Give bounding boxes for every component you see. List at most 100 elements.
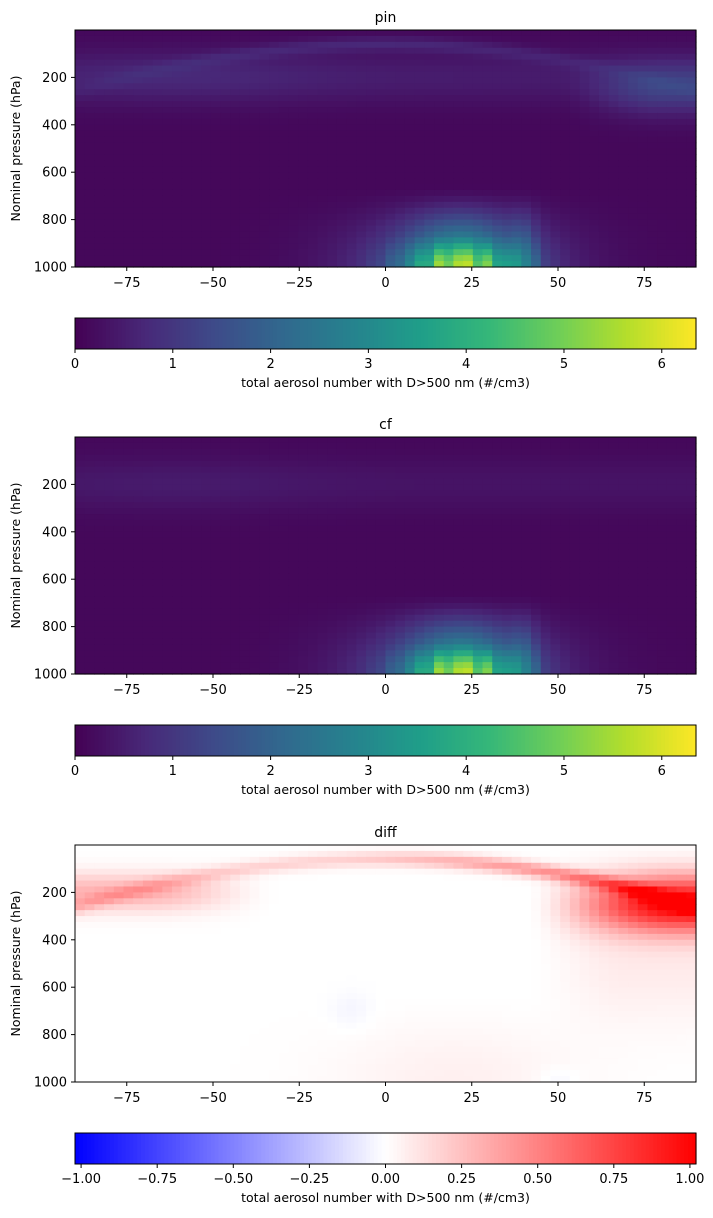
- heatmap-cell: [75, 225, 86, 233]
- colorbar-segment: [218, 318, 224, 349]
- heatmap-cell: [628, 142, 639, 150]
- heatmap-cell: [356, 255, 367, 262]
- colorbar-segment: [140, 318, 146, 349]
- heatmap-cell: [172, 243, 183, 250]
- heatmap-cell: [492, 201, 503, 209]
- heatmap-cell: [298, 124, 309, 132]
- heatmap-cell: [472, 632, 484, 640]
- heatmap-cell: [618, 502, 629, 509]
- heatmap-cell: [201, 502, 212, 509]
- heatmap-cell: [259, 71, 270, 78]
- heatmap-cell: [181, 602, 193, 610]
- heatmap-cell: [104, 502, 115, 509]
- heatmap-cell: [618, 525, 629, 533]
- heatmap-cell: [278, 184, 290, 191]
- heatmap-cell: [501, 561, 513, 568]
- heatmap-cell: [657, 41, 668, 49]
- heatmap-cell: [288, 472, 299, 480]
- heatmap-cell: [550, 172, 561, 179]
- heatmap-cell: [676, 543, 687, 551]
- heatmap-cell: [492, 519, 503, 527]
- heatmap-cell: [249, 71, 260, 78]
- heatmap-cell: [657, 614, 668, 622]
- heatmap-cell: [569, 255, 581, 262]
- heatmap-cell: [443, 561, 455, 568]
- heatmap-cell: [647, 53, 658, 61]
- heatmap-cell: [366, 41, 377, 49]
- heatmap-cell: [269, 519, 280, 527]
- heatmap-cell: [569, 573, 581, 580]
- heatmap-cell: [288, 502, 299, 509]
- heatmap-cell: [249, 514, 260, 521]
- heatmap-cell: [686, 496, 697, 503]
- heatmap-cell: [560, 638, 571, 645]
- heatmap-cell: [657, 59, 668, 67]
- heatmap-cell: [375, 638, 387, 645]
- heatmap-cell: [424, 478, 435, 485]
- heatmap-cell: [336, 225, 348, 233]
- heatmap-cell: [637, 602, 649, 610]
- heatmap-cell: [434, 59, 445, 67]
- heatmap-cell: [385, 207, 396, 215]
- heatmap-cell: [336, 448, 348, 456]
- heatmap-cell: [94, 614, 105, 622]
- heatmap-cell: [482, 35, 493, 43]
- heatmap-cell: [210, 543, 222, 551]
- heatmap-cell: [162, 454, 173, 462]
- heatmap-cell: [239, 59, 251, 67]
- heatmap-cell: [598, 53, 610, 61]
- heatmap-cell: [181, 213, 193, 221]
- heatmap-cell: [608, 154, 619, 161]
- heatmap-cell: [598, 261, 610, 268]
- heatmap-cell: [560, 549, 571, 557]
- colorbar-segment: [633, 318, 639, 349]
- heatmap-cell: [181, 219, 193, 227]
- heatmap-cell: [210, 255, 222, 262]
- heatmap-cell: [191, 437, 202, 444]
- heatmap-cell: [501, 466, 513, 474]
- heatmap-cell: [443, 573, 455, 580]
- heatmap-cell: [482, 142, 493, 150]
- heatmap-cell: [259, 460, 270, 468]
- heatmap-cell: [94, 602, 105, 610]
- heatmap-cell: [443, 632, 455, 640]
- heatmap-cell: [404, 478, 416, 485]
- heatmap-cell: [443, 172, 455, 179]
- heatmap-cell: [210, 77, 222, 84]
- heatmap-cell: [269, 124, 280, 132]
- heatmap-cell: [288, 47, 299, 55]
- heatmap-cell: [269, 585, 280, 592]
- heatmap-cell: [618, 189, 629, 197]
- heatmap-cell: [598, 519, 610, 527]
- heatmap-cell: [123, 35, 134, 43]
- heatmap-cell: [123, 65, 134, 73]
- heatmap-cell: [511, 172, 522, 179]
- colorbar-segment: [404, 318, 410, 349]
- heatmap-cell: [259, 614, 270, 622]
- heatmap-cell: [288, 255, 299, 262]
- heatmap-cell: [492, 608, 503, 616]
- colorbar-segment: [598, 318, 604, 349]
- heatmap-cell: [172, 41, 183, 49]
- heatmap-cell: [560, 107, 571, 114]
- heatmap-cell: [133, 65, 144, 73]
- heatmap-cell: [628, 237, 639, 244]
- x-tick-label: 75: [636, 276, 653, 291]
- heatmap-cell: [230, 519, 241, 527]
- heatmap-cell: [210, 154, 222, 161]
- heatmap-cell: [686, 255, 697, 262]
- heatmap-cell: [492, 160, 503, 167]
- heatmap-cell: [230, 573, 241, 580]
- heatmap-cell: [181, 201, 193, 209]
- heatmap-cell: [657, 579, 668, 586]
- heatmap-cell: [618, 219, 629, 227]
- heatmap-cell: [434, 454, 445, 462]
- heatmap-cell: [589, 249, 600, 256]
- heatmap-cell: [133, 543, 144, 551]
- heatmap-cell: [492, 71, 503, 78]
- heatmap-cell: [152, 519, 163, 527]
- heatmap-cell: [220, 231, 231, 238]
- heatmap-cell: [521, 490, 532, 497]
- heatmap-cell: [540, 638, 552, 645]
- heatmap-cell: [220, 448, 231, 456]
